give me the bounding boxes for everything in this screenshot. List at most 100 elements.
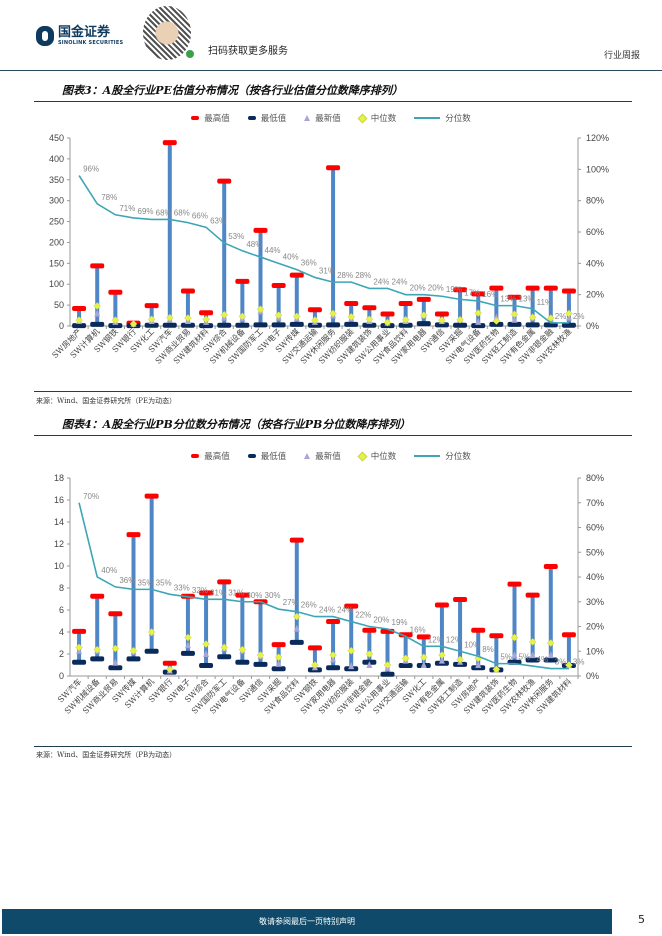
range-bar <box>367 629 372 662</box>
percentile-line <box>78 175 569 324</box>
percentile-label: 24% <box>373 277 389 286</box>
min-marker <box>217 322 232 328</box>
max-marker-icon <box>191 454 200 458</box>
percentile-label: 2% <box>573 312 585 321</box>
logo-cn: 国金证券 <box>58 25 111 40</box>
percentile-line <box>78 502 569 670</box>
range-bar <box>149 305 154 325</box>
wechat-badge-icon <box>186 50 194 58</box>
max-marker <box>199 590 214 596</box>
median-marker <box>456 315 464 324</box>
range-bar <box>222 180 227 325</box>
max-marker <box>144 493 159 499</box>
min-marker <box>434 322 449 328</box>
legend-min-label: 最低值 <box>260 114 287 124</box>
max-marker <box>434 602 449 608</box>
y-tick-label: 350 <box>49 175 64 185</box>
median-marker <box>202 315 210 324</box>
percentile-label: 5% <box>500 653 512 662</box>
percentile-label: 26% <box>301 601 317 610</box>
diamond-marker-icon <box>357 451 368 461</box>
max-marker <box>217 579 232 585</box>
min-marker <box>235 659 250 665</box>
max-marker <box>72 306 87 312</box>
y-tick-label: 16 <box>54 495 64 505</box>
y-tick-label: 200 <box>49 237 64 247</box>
max-marker <box>162 660 177 666</box>
min-marker <box>525 322 540 328</box>
min-marker <box>108 665 123 671</box>
min-marker <box>307 322 322 328</box>
min-marker <box>235 322 250 328</box>
max-marker <box>543 564 558 569</box>
median-marker <box>383 318 392 327</box>
y2-tick-label: 80% <box>586 473 604 483</box>
median-marker <box>274 653 283 662</box>
min-marker <box>180 322 195 328</box>
percentile-label: 19% <box>392 618 408 627</box>
range-bar <box>294 539 299 642</box>
max-marker <box>271 642 286 648</box>
median-marker <box>274 311 283 319</box>
y-tick-label: 14 <box>54 517 64 527</box>
y-tick-label: 2 <box>59 649 64 659</box>
latest-marker <box>475 317 482 325</box>
y2-tick-label: 0% <box>586 321 599 331</box>
logo-icon <box>36 26 54 46</box>
min-marker <box>561 322 576 328</box>
y-tick-label: 150 <box>49 258 64 268</box>
y2-tick-label: 40% <box>586 258 604 268</box>
percentile-label: 30% <box>265 591 281 600</box>
percentile-label: 5% <box>519 653 531 662</box>
legend-latest-label: 最新值 <box>315 114 341 124</box>
y2-tick-label: 0% <box>586 671 599 681</box>
range-bar <box>113 613 118 668</box>
min-marker <box>416 321 431 327</box>
max-marker <box>289 537 304 543</box>
median-marker <box>256 305 265 314</box>
percentile-label: 66% <box>192 212 208 221</box>
max-marker <box>72 628 87 634</box>
y2-tick-label: 50% <box>586 547 604 557</box>
median-marker <box>474 309 483 317</box>
median-marker <box>492 317 501 325</box>
median-marker <box>438 651 446 659</box>
max-marker <box>561 288 576 294</box>
min-marker <box>126 656 141 662</box>
median-marker <box>492 665 501 674</box>
range-bar <box>240 280 245 325</box>
y-tick-label: 250 <box>49 217 64 227</box>
y2-tick-label: 80% <box>586 196 604 206</box>
min-marker <box>543 657 558 663</box>
median-marker <box>129 320 138 328</box>
percentile-label: 2% <box>555 312 567 321</box>
percentile-label: 12% <box>428 635 444 644</box>
percentile-label: 30% <box>246 591 262 600</box>
percentile-label: 28% <box>337 271 353 280</box>
y2-tick-label: 20% <box>586 290 604 300</box>
legend-percentile-label: 分位数 <box>445 114 471 124</box>
min-marker <box>362 322 377 328</box>
range-bar <box>185 290 190 325</box>
legend-percentile-label: 分位数 <box>445 452 471 462</box>
logo-en: SINOLINK SECURITIES <box>58 40 124 46</box>
min-marker <box>199 323 214 329</box>
range-bar <box>204 592 209 665</box>
median-marker <box>528 313 537 322</box>
scan-prompt: 扫码获取更多服务 <box>208 46 288 57</box>
percentile-label: 69% <box>138 207 154 216</box>
latest-marker <box>529 651 536 659</box>
header-divider <box>0 70 662 71</box>
min-marker <box>380 671 395 677</box>
min-marker <box>289 639 304 645</box>
page-number: 5 <box>638 913 645 926</box>
percentile-label: 32% <box>192 586 208 595</box>
y2-tick-label: 60% <box>586 227 604 237</box>
max-marker <box>271 283 286 289</box>
latest-marker <box>112 658 119 666</box>
y-tick-label: 6 <box>59 605 64 615</box>
max-marker <box>289 272 304 278</box>
max-marker <box>543 285 558 291</box>
range-bar <box>439 604 444 663</box>
y-tick-label: 4 <box>59 627 64 637</box>
